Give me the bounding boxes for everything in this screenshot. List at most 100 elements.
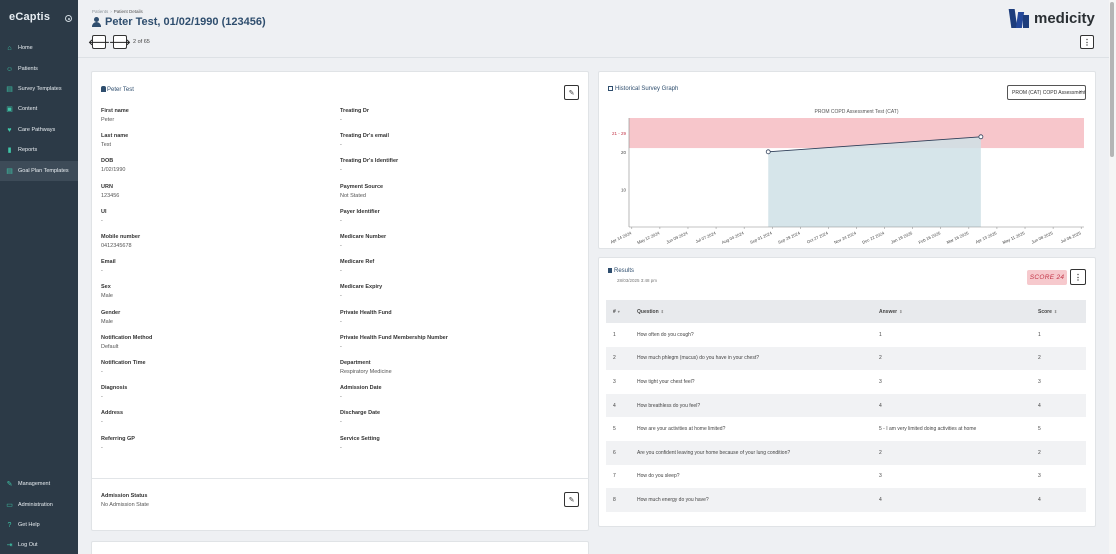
field-value: - — [340, 293, 342, 300]
cell-s: 5 — [1031, 417, 1086, 441]
field-notification-time: Notification Time - — [101, 360, 146, 375]
results-title: Results — [608, 268, 634, 274]
field-dob: DOB 1/02/1990 — [101, 158, 125, 173]
sidebar-item-content[interactable]: ▣ Content — [0, 99, 78, 119]
cell-n: 6 — [606, 440, 630, 465]
cell-q: How do you sleep? — [630, 464, 872, 489]
x-tick-label: Oct 27 2024 — [806, 230, 829, 244]
settings-icon[interactable] — [65, 15, 72, 22]
person-small-icon — [101, 86, 106, 92]
next-patient-button[interactable]: 🡒 — [109, 35, 131, 49]
page-scrollbar[interactable] — [1109, 0, 1116, 554]
kebab-icon: ⋮ — [1074, 272, 1082, 282]
field-label: Payment Source — [340, 183, 384, 190]
cell-a: 4 — [872, 488, 1031, 512]
col-question[interactable]: Question ⇕ — [630, 300, 872, 323]
field-value: - — [340, 444, 342, 451]
series-line — [768, 136, 981, 153]
x-tick-label: Aug 04 2024 — [721, 230, 745, 245]
col-number[interactable]: # ▾ — [606, 300, 630, 323]
sidebar-item-patients[interactable]: ☺ Patients — [0, 59, 78, 79]
page-scrollbar-thumb[interactable] — [1110, 2, 1114, 157]
field-value: - — [101, 444, 103, 451]
sidebar-item-reports[interactable]: ▮ Reports — [0, 140, 78, 160]
section-divider — [92, 478, 589, 479]
x-tick-label: Jan 19 2025 — [890, 230, 914, 245]
field-label: DOB — [101, 158, 114, 165]
cell-n: 1 — [606, 323, 630, 347]
users-icon: ☺ — [6, 65, 14, 73]
field-ui: UI - — [101, 209, 107, 224]
field-medicare-number: Medicare Number - — [340, 234, 386, 249]
survey-select[interactable]: PROM (CAT) COPD Assessment Test — [1007, 85, 1086, 100]
field-service-setting: Service Setting - — [340, 436, 380, 451]
x-tick-label: Apr 13 2025 — [975, 230, 998, 244]
results-date: 28/03/2025 3:48 pm — [617, 278, 658, 283]
x-tick-label: May 12 2024 — [636, 230, 661, 245]
sidebar-item-label: Care Pathways — [18, 127, 56, 133]
logout-icon: ⇥ — [6, 541, 13, 549]
next-card — [91, 541, 589, 554]
field-value: - — [101, 217, 103, 224]
breadcrumb-patients[interactable]: Patients — [92, 9, 109, 14]
x-tick-label: Dec 22 2024 — [861, 230, 885, 245]
col-answer[interactable]: Answer ⇕ — [872, 300, 1031, 323]
cell-s: 4 — [1031, 393, 1086, 418]
edit-admission-button[interactable]: ✎ — [564, 492, 579, 507]
field-value: Not Stated — [340, 192, 366, 199]
cell-a: 5 - I am very limited doing activities a… — [872, 417, 1031, 441]
cell-q: How breathless do you feel? — [630, 393, 872, 418]
cell-q: How are your activities at home limited? — [630, 417, 872, 441]
field-value: Peter — [101, 117, 115, 123]
page-title: Peter Test, 01/02/1990 (123456) — [92, 16, 266, 28]
field-value: - — [340, 268, 342, 275]
y-tick-label: 20 — [621, 150, 627, 155]
previous-patient-button[interactable]: 🡐 — [88, 35, 110, 49]
field-address: Address - — [101, 410, 123, 425]
results-table: # ▾ Question ⇕ Answer ⇕ Score ⇕ 1 How often d… — [606, 300, 1086, 512]
sidebar-item-care-pathways[interactable]: ♥ Care Pathways — [0, 120, 78, 140]
cell-s: 2 — [1031, 440, 1086, 465]
field-value: - — [340, 142, 342, 149]
sidebar-item-home[interactable]: ⌂ Home — [0, 38, 78, 58]
survey-line-chart: PROM COPD Assessment Test (CAT) 21 - 29 10… — [609, 109, 1084, 245]
y-tick-label: 10 — [621, 187, 627, 192]
cell-n: 2 — [606, 346, 630, 371]
x-tick-label: Sep 01 2024 — [749, 230, 773, 245]
col-score[interactable]: Score ⇕ — [1031, 300, 1086, 323]
field-label: Referring GP — [101, 435, 135, 442]
page-menu-button[interactable]: ⋮ — [1080, 35, 1094, 49]
pencil-icon: ✎ — [568, 89, 575, 97]
results-menu-button[interactable]: ⋮ — [1070, 269, 1086, 285]
band-label: 21 - 29 — [612, 131, 627, 136]
field-value: Respiratory Medicine — [340, 369, 392, 375]
field-label: Treating Dr's email — [340, 133, 389, 140]
field-value: - — [340, 117, 342, 123]
cell-a: 3 — [872, 464, 1031, 489]
patient-card-title: Peter Test — [101, 86, 134, 93]
goal-plan-icon: ▤ — [6, 167, 13, 175]
field-label: Admission Date — [340, 385, 382, 392]
home-icon: ⌂ — [7, 44, 12, 52]
sidebar-item-management[interactable]: ✎ Management — [0, 474, 78, 494]
sidebar-item-log-out[interactable]: ⇥ Log Out — [0, 535, 78, 554]
medicity-logo-text: medicity — [1034, 10, 1095, 27]
table-row: 8 How much energy do you have? 4 4 — [606, 488, 1086, 512]
field-department: Department Respiratory Medicine — [340, 360, 392, 375]
sidebar-item-goal-plan-templates[interactable]: ▤ Goal Plan Templates — [0, 161, 78, 181]
field-value: Test — [101, 142, 112, 149]
sidebar-item-administration[interactable]: ▭ Administration — [0, 495, 78, 515]
header-divider — [78, 57, 1116, 58]
sidebar-item-survey-templates[interactable]: ▤ Survey Templates — [0, 79, 78, 99]
field-label: Department — [340, 360, 371, 366]
field-value: - — [340, 217, 342, 224]
field-value: - — [340, 318, 342, 325]
edit-patient-button[interactable]: ✎ — [564, 85, 579, 100]
sidebar-item-get-help[interactable]: ? Get Help — [0, 515, 78, 535]
ecaptis-logo[interactable]: eCaptis — [9, 11, 50, 23]
table-row: 2 How much phlegm (mucus) do you have in … — [606, 346, 1086, 371]
field-value: 1/02/1990 — [101, 167, 126, 174]
field-value: - — [101, 369, 103, 375]
field-label: Medicare Expiry — [340, 284, 383, 291]
x-tick-label: Feb 16 2025 — [918, 230, 942, 245]
